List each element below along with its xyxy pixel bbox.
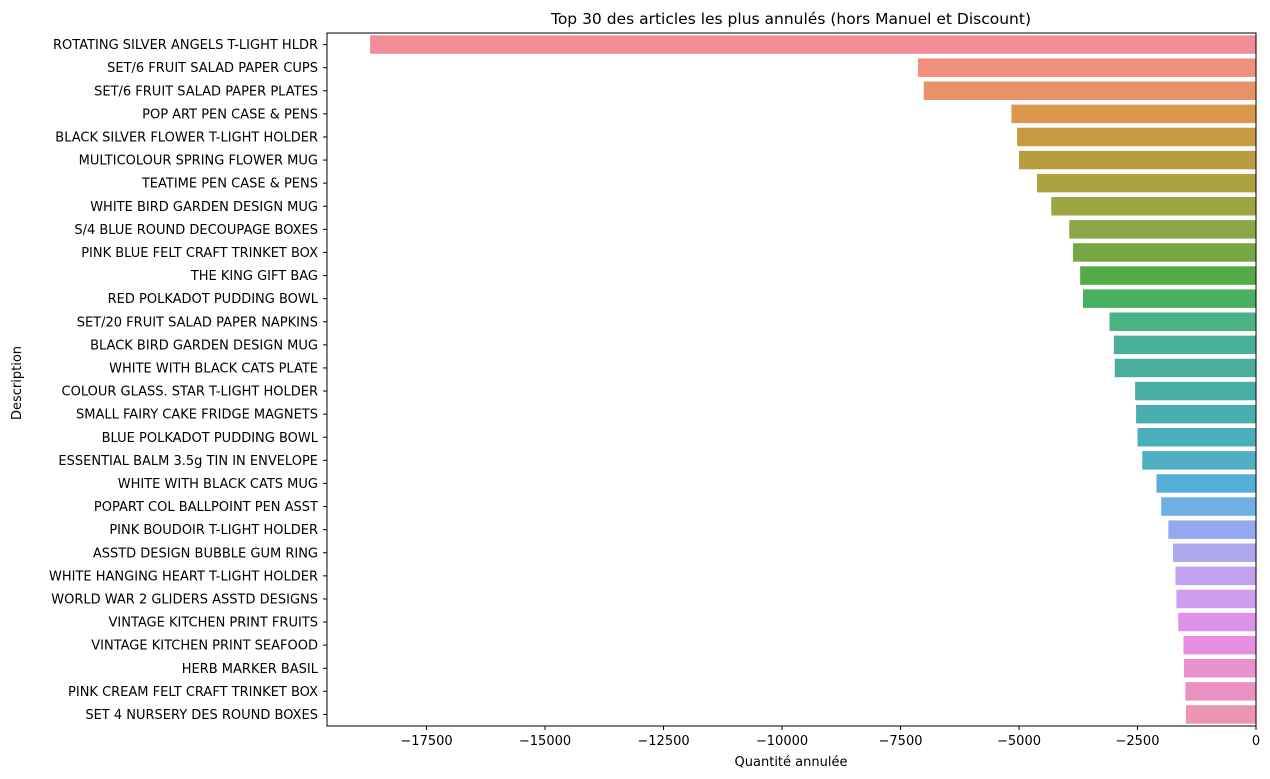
y-tick-label: S/4 BLUE ROUND DECOUPAGE BOXES — [74, 223, 318, 238]
bar — [1017, 127, 1256, 147]
y-tick-label: VINTAGE KITCHEN PRINT FRUITS — [109, 616, 319, 631]
bar — [1142, 451, 1256, 470]
y-tick-label: MULTICOLOUR SPRING FLOWER MUG — [79, 154, 318, 169]
bar — [923, 81, 1256, 100]
bar — [1114, 358, 1256, 378]
y-tick-label: ASSTD DESIGN BUBBLE GUM RING — [93, 546, 318, 561]
bar — [1156, 474, 1256, 493]
y-tick-label: WORLD WAR 2 GLIDERS ASSTD DESIGNS — [51, 592, 318, 607]
bar — [1168, 520, 1256, 539]
bar — [1185, 705, 1256, 724]
y-tick-label: BLACK SILVER FLOWER T-LIGHT HOLDER — [55, 130, 318, 145]
x-tick-label: 0 — [1252, 734, 1260, 749]
bar — [1137, 428, 1256, 447]
bar — [1136, 404, 1256, 424]
bar — [1175, 566, 1256, 586]
chart-title: Top 30 des articles les plus annulés (ho… — [550, 10, 1031, 28]
y-tick-label: RED POLKADOT PUDDING BOWL — [108, 292, 319, 307]
bar — [1185, 682, 1256, 701]
bars-group — [370, 35, 1256, 724]
bar — [1113, 335, 1256, 355]
y-tick-label: TEATIME PEN CASE & PENS — [141, 177, 318, 192]
y-tick-label: PINK CREAM FELT CRAFT TRINKET BOX — [68, 685, 318, 700]
bar — [1069, 220, 1256, 239]
plot-frame — [326, 32, 1257, 727]
bar — [1019, 150, 1256, 170]
bar — [1073, 243, 1256, 262]
x-tick-label: −17500 — [400, 734, 452, 749]
y-tick-label: THE KING GIFT BAG — [190, 269, 318, 284]
x-axis-label: Quantité annulée — [735, 755, 848, 770]
x-tick-label: −10000 — [756, 734, 808, 749]
y-tick-label: COLOUR GLASS. STAR T-LIGHT HOLDER — [62, 385, 318, 400]
y-tick-label: POP ART PEN CASE & PENS — [142, 107, 318, 122]
bar — [1080, 266, 1256, 285]
y-tick-label: ROTATING SILVER ANGELS T-LIGHT HLDR — [53, 38, 318, 53]
x-tick-label: −15000 — [519, 734, 571, 749]
y-tick-label: WHITE BIRD GARDEN DESIGN MUG — [90, 200, 318, 215]
x-tick-label: −7500 — [879, 734, 923, 749]
y-tick-label: BLACK BIRD GARDEN DESIGN MUG — [90, 338, 318, 353]
y-axis-label: Description — [10, 346, 25, 420]
y-tick-label: ESSENTIAL BALM 3.5g TIN IN ENVELOPE — [58, 454, 318, 469]
y-tick-label: VINTAGE KITCHEN PRINT SEAFOOD — [91, 639, 318, 654]
bar — [1173, 543, 1256, 562]
bar — [370, 35, 1256, 54]
y-tick-label: PINK BLUE FELT CRAFT TRINKET BOX — [81, 246, 318, 261]
y-tick-label: SET 4 NURSERY DES ROUND BOXES — [85, 708, 318, 723]
bar — [1183, 635, 1256, 655]
bar — [1178, 612, 1256, 632]
y-tick-label: WHITE WITH BLACK CATS PLATE — [109, 361, 318, 376]
y-tick-label: HERB MARKER BASIL — [182, 662, 319, 677]
y-tick-label: BLUE POLKADOT PUDDING BOWL — [102, 431, 319, 446]
y-tick-label: SET/20 FRUIT SALAD PAPER NAPKINS — [77, 315, 318, 330]
x-tick-label: −12500 — [637, 734, 689, 749]
y-tick-label: SET/6 FRUIT SALAD PAPER PLATES — [94, 84, 318, 99]
bar — [1109, 312, 1256, 331]
y-tick-label: SET/6 FRUIT SALAD PAPER CUPS — [107, 61, 318, 76]
y-tick-label: PINK BOUDOIR T-LIGHT HOLDER — [109, 523, 318, 538]
bar — [1011, 104, 1256, 124]
bar — [1037, 173, 1256, 193]
y-tick-label: SMALL FAIRY CAKE FRIDGE MAGNETS — [76, 408, 318, 423]
bar — [1082, 289, 1256, 308]
bar — [918, 58, 1256, 77]
y-tick-label: WHITE WITH BLACK CATS MUG — [118, 477, 318, 492]
bar — [1135, 381, 1256, 401]
y-tick-labels: ROTATING SILVER ANGELS T-LIGHT HLDR SET/6… — [49, 38, 327, 723]
bar — [1183, 659, 1256, 678]
bar — [1176, 589, 1256, 609]
y-tick-label: POPART COL BALLPOINT PEN ASST — [94, 500, 318, 515]
bar — [1161, 497, 1256, 516]
bar — [1051, 197, 1256, 216]
x-tick-label: −5000 — [997, 734, 1041, 749]
x-tick-label: −2500 — [1116, 734, 1160, 749]
y-tick-label: WHITE HANGING HEART T-LIGHT HOLDER — [49, 569, 318, 584]
x-ticks: −17500 −15000 −12500 −10000 −7500 −5000 −2500 0 — [400, 726, 1260, 749]
